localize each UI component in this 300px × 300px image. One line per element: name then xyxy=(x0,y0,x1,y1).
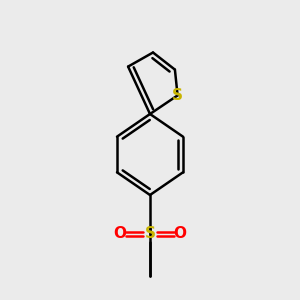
Text: S: S xyxy=(145,226,155,242)
Text: O: O xyxy=(173,226,187,242)
Text: O: O xyxy=(113,226,127,242)
Text: S: S xyxy=(172,88,183,103)
